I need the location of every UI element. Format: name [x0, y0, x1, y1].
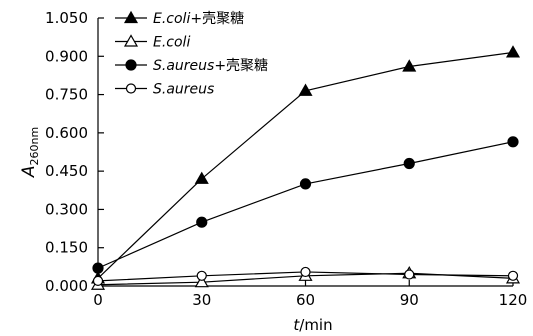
y-tick-label-2: 0.300	[45, 200, 88, 218]
legend-suffix-0: +壳聚糖	[190, 10, 244, 27]
x-tick-label-3: 90	[400, 291, 419, 309]
series-3-point-3	[404, 269, 415, 280]
legend-label-2: S.aureus+壳聚糖	[153, 57, 268, 74]
y-tick-label-3: 0.450	[45, 162, 88, 180]
legend-suffix-2: +壳聚糖	[214, 57, 268, 74]
legend-marker-3	[125, 83, 137, 94]
legend-marker-0	[123, 10, 139, 24]
series-2-point-0	[92, 262, 104, 274]
series-0-point-2	[298, 83, 313, 96]
legend-item-1: E.coli	[115, 34, 190, 51]
series-3-point-4	[507, 270, 519, 281]
y-tick-label-4: 0.600	[45, 124, 88, 142]
series-2-point-3	[403, 157, 415, 170]
series-2	[92, 136, 519, 274]
x-axis-title: t/min	[293, 316, 332, 334]
y-tick-label-0: 0.000	[45, 277, 88, 295]
legend-species-1: E.coli	[153, 35, 190, 51]
legend-label-1: E.coli	[153, 35, 190, 51]
legend-marker-1	[123, 34, 139, 47]
x-tick-label-4: 120	[499, 291, 528, 309]
x-tick-label-2: 60	[296, 291, 315, 309]
series-3-point-0	[92, 275, 104, 286]
series-3-point-1	[196, 270, 207, 281]
x-tick-label-0: 0	[93, 291, 103, 309]
series-0-point-3	[402, 59, 417, 72]
legend-species-0: E.coli	[153, 11, 190, 27]
series-2-line	[97, 141, 514, 269]
legend-species-3: S.aureus	[153, 82, 214, 98]
series-layer	[90, 45, 521, 290]
legend-item-0: E.coli+壳聚糖	[115, 10, 244, 27]
legend-species-2: S.aureus	[153, 58, 214, 74]
series-3	[92, 266, 519, 286]
series-0-point-1	[194, 171, 209, 184]
x-axis-ticks: 0 30 60 90 120	[93, 280, 527, 309]
series-1-point-1	[194, 274, 209, 288]
series-2-point-4	[507, 136, 519, 148]
legend-item-3: S.aureus	[115, 82, 214, 98]
series-2-point-2	[299, 178, 312, 190]
series-0-point-4	[505, 45, 521, 58]
y-tick-label-7: 1.050	[45, 9, 88, 27]
series-3-point-2	[300, 266, 311, 278]
x-tick-label-1: 30	[192, 291, 211, 309]
legend-label-0: E.coli+壳聚糖	[153, 10, 244, 27]
y-tick-label-1: 0.150	[45, 239, 88, 257]
y-axis-ticks: 0.000 0.150 0.300 0.450 0.600 0.750 0.900 1.050	[45, 9, 104, 295]
y-tick-label-5: 0.750	[45, 86, 88, 104]
legend-item-2: S.aureus+壳聚糖	[115, 57, 268, 74]
legend-label-3: S.aureus	[153, 82, 214, 98]
y-axis-title: A260nm	[19, 127, 41, 178]
y-tick-label-6: 0.900	[45, 47, 88, 65]
legend-marker-2	[125, 59, 137, 71]
series-2-point-1	[196, 216, 208, 228]
